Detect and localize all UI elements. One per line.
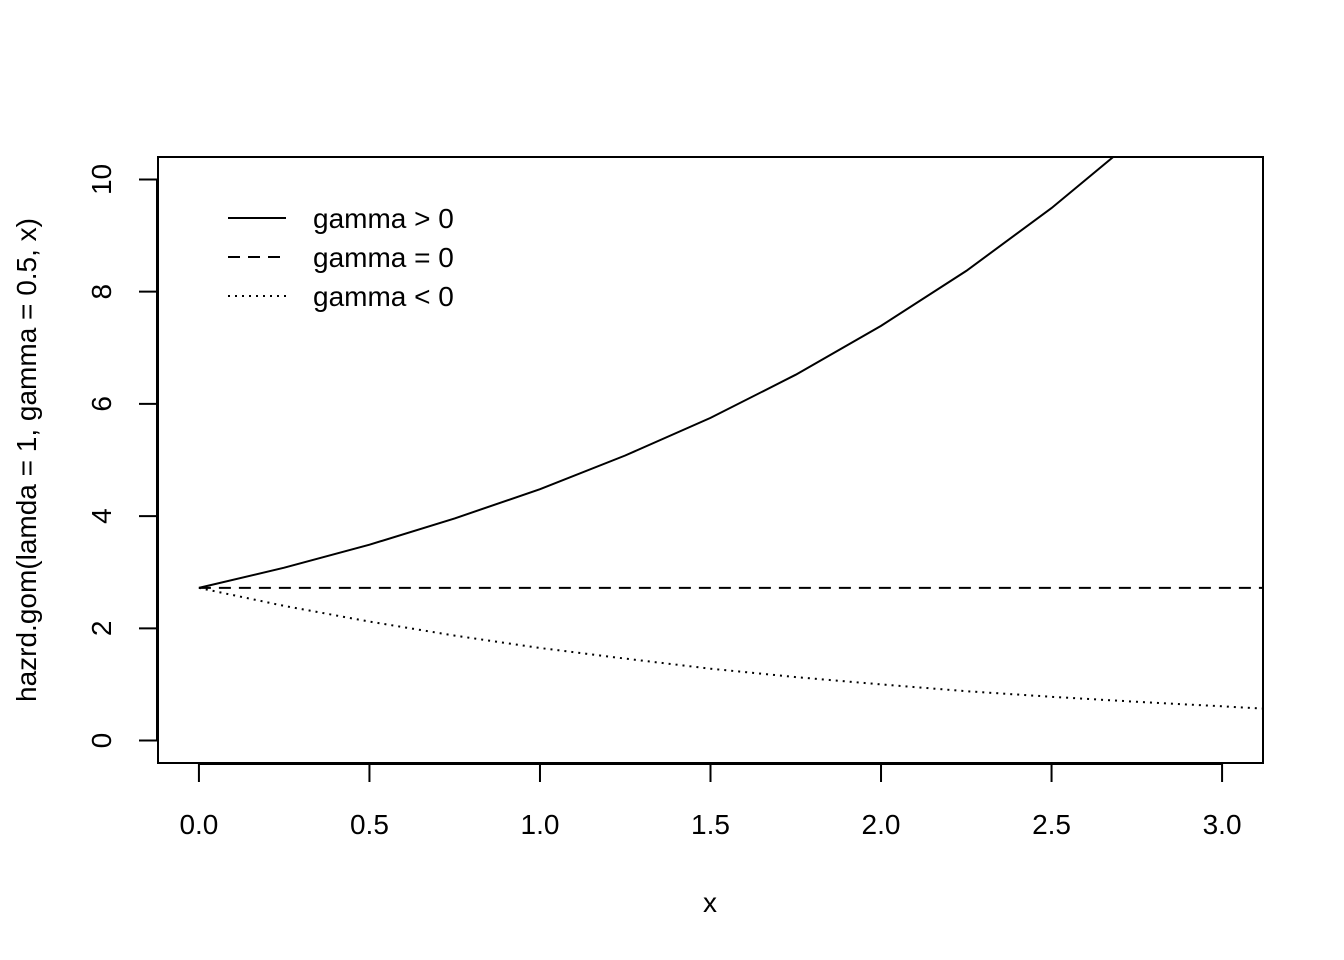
y-axis-label: hazrd.gom(lamda = 1, gamma = 0.5, x): [11, 218, 42, 702]
legend-label: gamma < 0: [313, 281, 454, 312]
y-tick-label: 8: [86, 284, 117, 300]
x-tick-label: 2.5: [1032, 809, 1071, 840]
y-tick-label: 2: [86, 621, 117, 637]
y-tick-label: 0: [86, 733, 117, 749]
x-tick-label: 1.0: [521, 809, 560, 840]
y-tick-label: 10: [86, 164, 117, 195]
series-line-3: [198, 586, 1263, 710]
x-tick-label: 0.5: [350, 809, 389, 840]
legend: gamma > 0 gamma = 0 gamma < 0: [228, 203, 454, 312]
x-tick-label: 1.5: [691, 809, 730, 840]
x-axis-label: x: [703, 887, 717, 918]
y-tick-label: 6: [86, 396, 117, 412]
y-tick-label: 4: [86, 508, 117, 524]
x-tick-label: 3.0: [1203, 809, 1242, 840]
y-axis: 0 2 4 6 8 10: [86, 164, 158, 749]
x-axis: 0.0 0.5 1.0 1.5 2.0 2.5 3.0: [179, 763, 1242, 840]
x-tick-label: 2.0: [862, 809, 901, 840]
legend-label: gamma = 0: [313, 242, 454, 273]
series-line-1: [198, 157, 1115, 589]
x-tick-label: 0.0: [179, 809, 218, 840]
series-layer: [198, 157, 1263, 710]
legend-label: gamma > 0: [313, 203, 454, 234]
